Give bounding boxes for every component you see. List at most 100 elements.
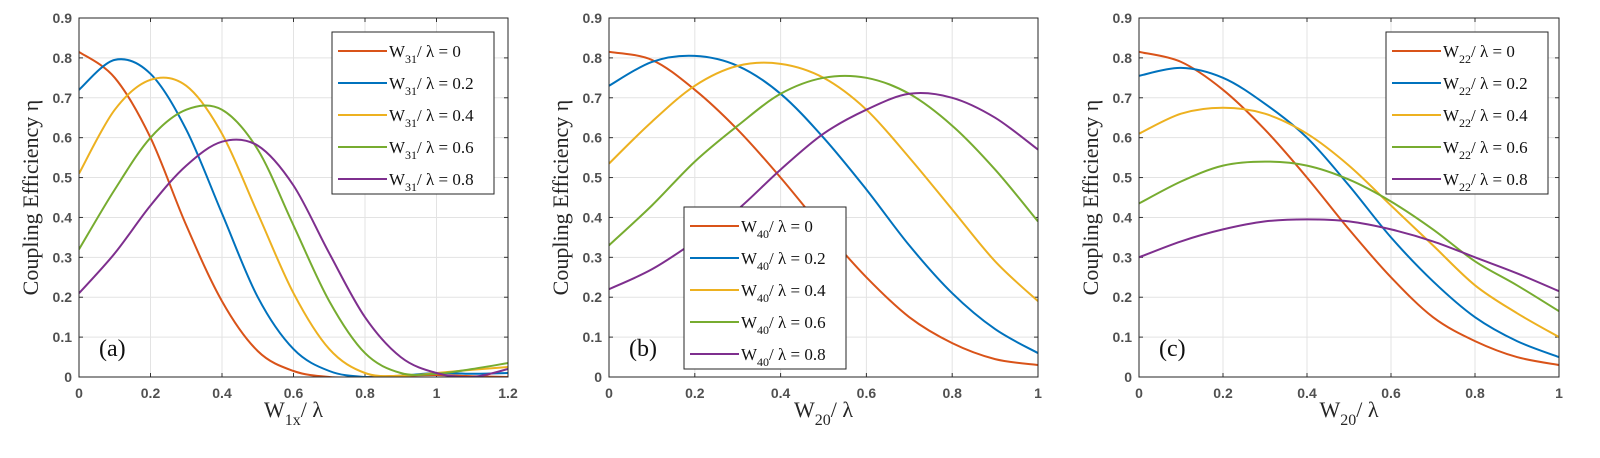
x-axis-label: W20/ λ bbox=[1319, 397, 1378, 429]
y-tick-label: 0.1 bbox=[1113, 329, 1133, 345]
y-axis-label: Coupling Efficiency η bbox=[1078, 100, 1103, 296]
legend-item: W40/ λ = 0.8 bbox=[690, 345, 826, 369]
series-line-3 bbox=[609, 74, 1038, 247]
y-tick-label: 0.5 bbox=[1113, 170, 1133, 186]
x-tick-label: 0.6 bbox=[284, 385, 304, 401]
x-tick-label: 0.6 bbox=[857, 385, 877, 401]
legend-box bbox=[331, 31, 495, 195]
legend-label: W31/ λ = 0 bbox=[389, 42, 461, 66]
y-tick-label: 0 bbox=[594, 369, 602, 385]
x-axis-label: W20/ λ bbox=[794, 397, 853, 429]
legend-item: W40/ λ = 0.6 bbox=[690, 313, 826, 337]
x-tick-label: 0.2 bbox=[685, 385, 705, 401]
y-tick-label: 0.2 bbox=[53, 289, 73, 305]
series-line-2 bbox=[609, 61, 1038, 302]
x-tick-label: 0.6 bbox=[1381, 385, 1401, 401]
y-tick-label: 0.6 bbox=[53, 130, 73, 146]
legend-item: W22/ λ = 0.8 bbox=[1392, 170, 1528, 194]
legend-label: W22/ λ = 0.2 bbox=[1443, 74, 1528, 98]
series-line-1 bbox=[609, 54, 1038, 354]
y-axis-label: Coupling Efficiency η bbox=[18, 100, 43, 296]
legend-label: W31/ λ = 0.6 bbox=[389, 138, 474, 162]
y-tick-label: 0.8 bbox=[1113, 50, 1133, 66]
y-tick-label: 0.7 bbox=[583, 90, 603, 106]
series-line-4 bbox=[79, 138, 508, 377]
chart-panel-c: 0 0.2 0.4 0.6 0.8 1 0 0.1 0.2 0.3 0.4 0.5 0.6 0.7 0.8 0… bbox=[1078, 10, 1563, 429]
legend-label: W40/ λ = 0.8 bbox=[741, 345, 826, 369]
legend: W40/ λ = 0 W40/ λ = 0.2 W40/ λ = 0.4 W40/ λ… bbox=[683, 206, 847, 370]
x-tick-label: 1 bbox=[433, 385, 441, 401]
x-tick-label: 1.2 bbox=[498, 385, 518, 401]
axes-box bbox=[608, 17, 1039, 378]
legend-label: W22/ λ = 0.4 bbox=[1443, 106, 1528, 130]
legend-item: W40/ λ = 0.4 bbox=[690, 281, 826, 305]
y-tick-label: 0.7 bbox=[1113, 90, 1133, 106]
panel-label: (c) bbox=[1159, 336, 1186, 362]
legend-box bbox=[1385, 31, 1549, 195]
panel-label: (b) bbox=[629, 336, 657, 362]
x-tick-label: 0.2 bbox=[1213, 385, 1233, 401]
legend-label: W31/ λ = 0.2 bbox=[389, 74, 474, 98]
y-tick-label: 0.3 bbox=[53, 249, 73, 265]
legend-label: W31/ λ = 0.8 bbox=[389, 170, 474, 194]
legend-label: W31/ λ = 0.4 bbox=[389, 106, 474, 130]
legend-box bbox=[683, 206, 847, 370]
legend-item: W22/ λ = 0 bbox=[1392, 42, 1515, 66]
y-tick-label: 0.3 bbox=[1113, 249, 1133, 265]
x-axis-label: W1x/ λ bbox=[264, 397, 323, 429]
x-tick-label: 0.8 bbox=[355, 385, 375, 401]
x-tick-label: 1 bbox=[1555, 385, 1563, 401]
legend-label: W40/ λ = 0.6 bbox=[741, 313, 826, 337]
y-tick-label: 0.8 bbox=[53, 50, 73, 66]
legend-item: W31/ λ = 0.4 bbox=[338, 106, 474, 130]
legend-item: W31/ λ = 0.8 bbox=[338, 170, 474, 194]
x-tick-label: 0 bbox=[605, 385, 613, 401]
legend-label: W22/ λ = 0 bbox=[1443, 42, 1515, 66]
legend-item: W31/ λ = 0 bbox=[338, 42, 461, 66]
y-tick-label: 0.5 bbox=[583, 170, 603, 186]
y-tick-label: 0.9 bbox=[1113, 10, 1133, 26]
legend-item: W22/ λ = 0.6 bbox=[1392, 138, 1528, 162]
y-tick-label: 0.4 bbox=[1113, 209, 1133, 225]
legend-label: W40/ λ = 0 bbox=[741, 217, 813, 241]
y-tick-label: 0.6 bbox=[583, 130, 603, 146]
y-tick-label: 0 bbox=[64, 369, 72, 385]
legend-item: W22/ λ = 0.2 bbox=[1392, 74, 1528, 98]
axes-box bbox=[78, 17, 509, 378]
legend-label: W22/ λ = 0.6 bbox=[1443, 138, 1528, 162]
y-tick-label: 0.4 bbox=[583, 209, 603, 225]
x-tick-label: 1 bbox=[1034, 385, 1042, 401]
series-line-3 bbox=[1139, 160, 1559, 313]
legend-item: W31/ λ = 0.6 bbox=[338, 138, 474, 162]
legend: W31/ λ = 0 W31/ λ = 0.2 W31/ λ = 0.4 W31/ λ… bbox=[331, 31, 495, 195]
legend-item: W31/ λ = 0.2 bbox=[338, 74, 474, 98]
x-tick-label: 0.8 bbox=[1465, 385, 1485, 401]
axes-box bbox=[1138, 17, 1560, 378]
y-tick-label: 0.8 bbox=[583, 50, 603, 66]
y-tick-label: 0 bbox=[1124, 369, 1132, 385]
x-tick-label: 0.4 bbox=[212, 385, 232, 401]
y-tick-label: 0.7 bbox=[53, 90, 73, 106]
legend: W22/ λ = 0 W22/ λ = 0.2 W22/ λ = 0.4 W22/ λ… bbox=[1385, 31, 1549, 195]
y-tick-label: 0.9 bbox=[583, 10, 603, 26]
x-tick-label: 0 bbox=[75, 385, 83, 401]
y-axis-label: Coupling Efficiency η bbox=[548, 100, 573, 296]
x-tick-label: 0.4 bbox=[1297, 385, 1317, 401]
y-tick-label: 0.9 bbox=[53, 10, 73, 26]
series-line-4 bbox=[609, 92, 1038, 291]
legend-label: W40/ λ = 0.4 bbox=[741, 281, 826, 305]
y-tick-label: 0.6 bbox=[1113, 130, 1133, 146]
panel-label: (a) bbox=[99, 336, 126, 362]
y-tick-label: 0.1 bbox=[583, 329, 603, 345]
legend-item: W22/ λ = 0.4 bbox=[1392, 106, 1528, 130]
chart-panel-b: 0 0.2 0.4 0.6 0.8 1 0 0.1 0.2 0.3 0.4 0.5 0.6 0.7 0.8 0… bbox=[548, 10, 1042, 429]
legend-item: W40/ λ = 0.2 bbox=[690, 249, 826, 273]
chart-panel-a: 0 0.2 0.4 0.6 0.8 1 1.2 0 0.1 0.2 0.3 0.4 0.5 0.6 0.7 0… bbox=[18, 10, 518, 429]
legend-label: W40/ λ = 0.2 bbox=[741, 249, 826, 273]
y-tick-label: 0.2 bbox=[1113, 289, 1133, 305]
y-tick-label: 0.1 bbox=[53, 329, 73, 345]
x-tick-label: 0.8 bbox=[942, 385, 962, 401]
y-tick-label: 0.3 bbox=[583, 249, 603, 265]
legend-label: W22/ λ = 0.8 bbox=[1443, 170, 1528, 194]
